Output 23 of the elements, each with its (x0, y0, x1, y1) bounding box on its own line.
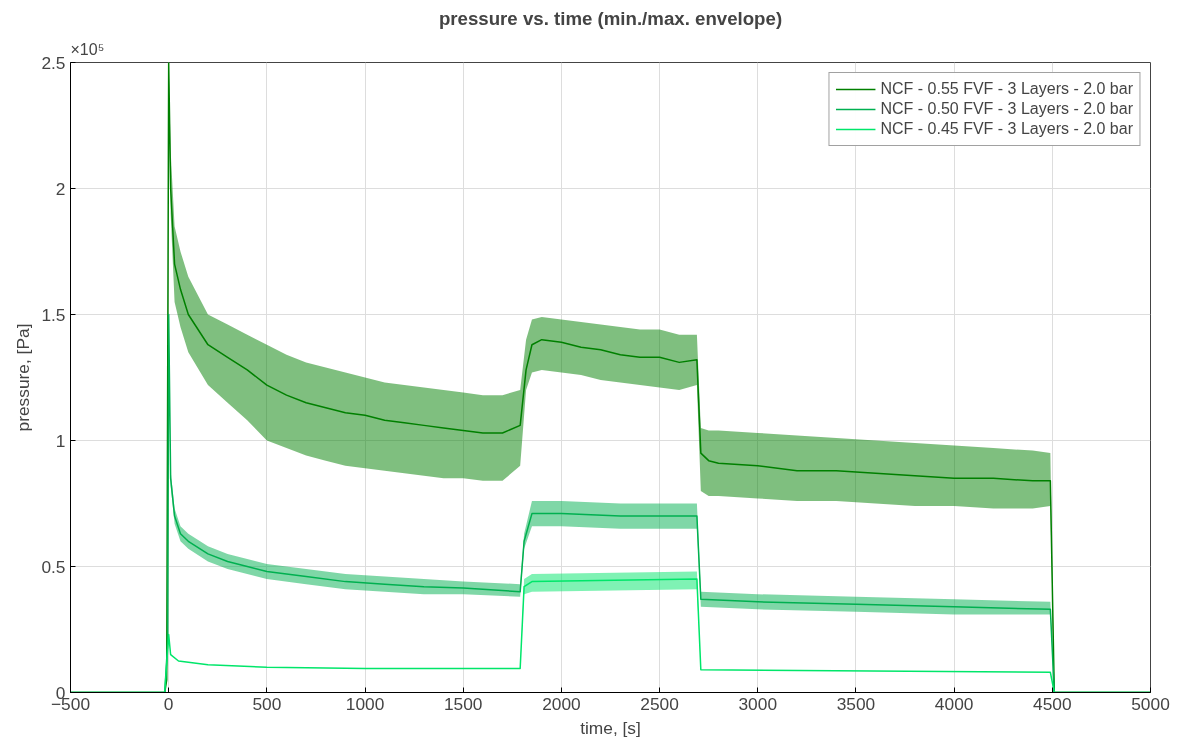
y-tick-label: 1.5 (41, 304, 66, 325)
y-tick-label: 2 (55, 178, 66, 199)
x-tick-label: 0 (163, 693, 174, 714)
legend-label: NCF - 0.55 FVF - 3 Layers - 2.0 bar (880, 80, 1133, 98)
legend-label: NCF - 0.45 FVF - 3 Layers - 2.0 bar (880, 120, 1133, 138)
y-tick-label: 0.5 (41, 556, 66, 577)
x-tick-label: 4000 (934, 693, 974, 714)
y-tick-label: 2.5 (41, 52, 66, 73)
text: ×10⁵ (70, 40, 105, 58)
x-axis-title: time, [s] (580, 717, 641, 738)
x-tick-label: 2500 (640, 693, 679, 714)
x-tick-label: 3500 (836, 693, 876, 714)
x-tick-label: 500 (252, 693, 282, 714)
x-tick-label: 4500 (1033, 693, 1072, 714)
x-tick-label: 2000 (542, 693, 581, 714)
x-tick-label: 3000 (738, 693, 778, 714)
x-tick-label: 1000 (345, 693, 385, 714)
chart-title: pressure vs. time (min./max. envelope) (438, 7, 783, 29)
legend-label: NCF - 0.50 FVF - 3 Layers - 2.0 bar (880, 100, 1133, 118)
y-tick-label: 1 (55, 430, 66, 451)
x-tick-label: 1500 (443, 693, 483, 714)
y-axis-title: pressure, [Pa] (13, 323, 34, 432)
x-tick-label: 5000 (1131, 693, 1170, 714)
